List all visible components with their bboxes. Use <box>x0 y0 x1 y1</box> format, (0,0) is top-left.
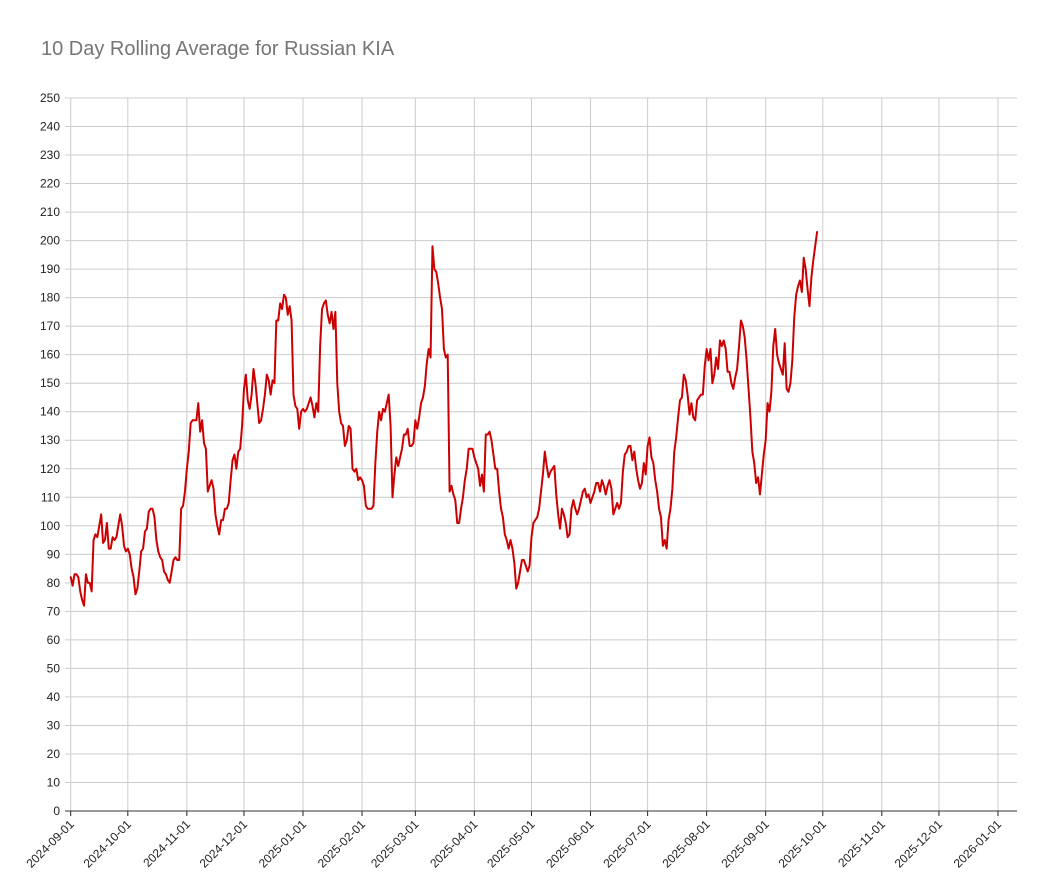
y-tick-label: 20 <box>47 747 61 761</box>
y-tick-label: 90 <box>47 547 61 561</box>
x-tick-label: 2024-10-01 <box>81 817 135 871</box>
x-tick-label: 2025-05-01 <box>484 817 538 871</box>
x-tick-label: 2025-12-01 <box>892 817 946 871</box>
y-tick-label: 70 <box>47 604 61 618</box>
y-tick-label: 60 <box>47 633 61 647</box>
y-tick-label: 140 <box>40 405 60 419</box>
x-tick-label: 2025-11-01 <box>835 817 888 870</box>
grid-lines <box>65 97 1017 811</box>
y-tick-label: 120 <box>40 462 60 476</box>
x-tick-label: 2024-09-01 <box>24 817 78 871</box>
y-tick-label: 220 <box>40 177 60 191</box>
x-tick-label: 2025-08-01 <box>659 817 713 871</box>
x-tick-label: 2025-03-01 <box>368 817 422 871</box>
y-tick-label: 30 <box>47 718 61 732</box>
y-tick-label: 210 <box>40 205 60 219</box>
y-tick-label: 190 <box>40 262 60 276</box>
x-tick-label: 2025-10-01 <box>776 817 830 871</box>
series-line <box>69 231 819 607</box>
x-tick-label: 2024-11-01 <box>140 817 193 870</box>
y-tick-label: 150 <box>40 376 60 390</box>
y-tick-label: 130 <box>40 433 60 447</box>
y-tick-label: 10 <box>47 775 61 789</box>
y-tick-label: 50 <box>47 661 61 675</box>
x-axis-ticks: 2024-09-01 2024-10-01 2024-11-01 2024-12-01… <box>24 817 1005 871</box>
y-tick-label: 200 <box>40 234 60 248</box>
x-tick-label: 2024-12-01 <box>197 817 251 871</box>
axes <box>65 810 1017 816</box>
x-tick-label: 2025-04-01 <box>427 817 481 871</box>
y-tick-label: 240 <box>40 120 60 134</box>
x-tick-label: 2025-06-01 <box>543 817 597 871</box>
y-tick-label: 170 <box>40 319 60 333</box>
y-tick-label: 100 <box>40 519 60 533</box>
y-tick-label: 250 <box>40 91 60 105</box>
chart-title: 10 Day Rolling Average for Russian KIA <box>41 38 395 60</box>
x-tick-label: 2025-09-01 <box>718 817 772 871</box>
x-tick-label: 2025-01-01 <box>256 817 310 871</box>
y-tick-label: 40 <box>47 690 61 704</box>
series-layer <box>69 231 819 607</box>
x-tick-label: 2025-07-01 <box>600 817 654 871</box>
y-tick-label: 80 <box>47 576 61 590</box>
x-tick-label: 2025-02-01 <box>315 817 369 871</box>
y-tick-label: 180 <box>40 291 60 305</box>
y-axis-ticks: 0 10 20 30 40 50 60 70 80 90 100 110 120 130 140 150 160… <box>40 91 60 818</box>
y-tick-label: 110 <box>41 490 60 504</box>
x-tick-label: 2026-01-01 <box>951 817 1005 871</box>
y-tick-label: 160 <box>40 348 60 362</box>
y-tick-label: 230 <box>40 148 60 162</box>
y-tick-label: 0 <box>53 804 60 818</box>
